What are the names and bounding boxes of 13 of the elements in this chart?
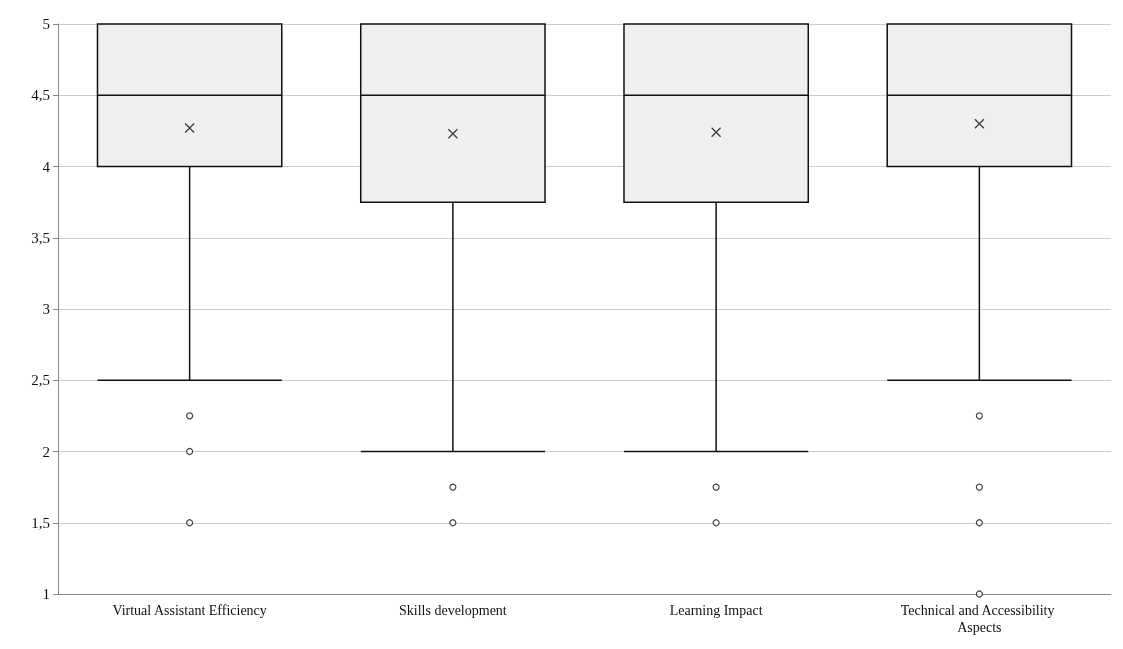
y-tick-label: 1,5: [31, 514, 50, 531]
y-tick-label: 3,5: [31, 229, 50, 246]
x-tick-label: Skills development: [399, 603, 507, 618]
x-tick-label: Learning Impact: [669, 603, 763, 618]
x-tick-label: Technical and Accessibility Aspects: [900, 603, 1058, 635]
x-tick-label: Virtual Assistant Efficiency: [112, 603, 267, 618]
y-tick-label: 5: [42, 16, 50, 32]
y-tick-label: 2,5: [31, 372, 50, 389]
y-tick-label: 3: [42, 301, 50, 317]
y-tick-label: 2: [42, 443, 50, 460]
y-tick-label: 1: [42, 586, 50, 602]
y-tick-label: 4: [42, 158, 51, 175]
y-tick-label: 4,5: [31, 87, 50, 104]
